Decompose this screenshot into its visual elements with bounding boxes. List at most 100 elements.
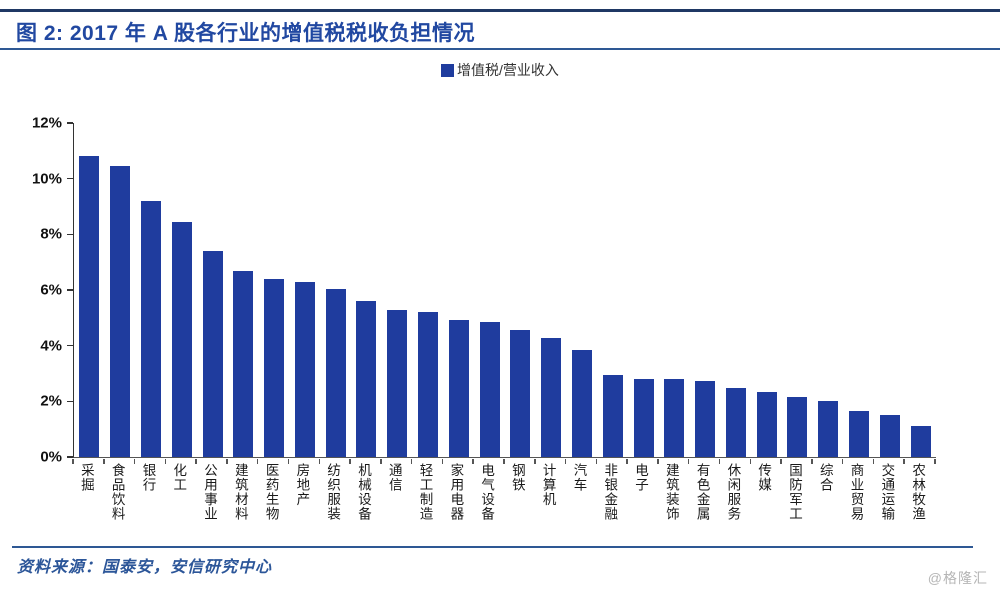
x-axis-tick — [318, 458, 321, 464]
x-axis-category-label: 建筑装饰 — [663, 463, 679, 521]
x-axis-tick — [841, 458, 844, 464]
bar-房地产 — [294, 281, 315, 457]
x-axis-category-label: 轻工制造 — [417, 463, 433, 521]
x-axis-tick — [287, 458, 290, 464]
x-axis-category-label: 建筑材料 — [232, 463, 248, 521]
x-axis-tick — [226, 458, 228, 464]
x-axis-tick — [718, 458, 721, 464]
legend-swatch-icon — [441, 63, 455, 77]
x-axis-category-label: 农林牧渔 — [910, 463, 926, 521]
legend-label: 增值税/营业收入 — [457, 62, 559, 78]
x-axis-tick — [133, 458, 136, 464]
y-axis-tick-label: 12% — [31, 114, 62, 132]
x-axis-category-label: 采掘 — [78, 463, 94, 492]
x-axis-tick — [687, 458, 690, 464]
chart-title: 图 2: 2017 年 A 股各行业的增值税税收负担情况 — [16, 22, 475, 45]
x-axis-category-label: 机械设备 — [355, 463, 371, 521]
bar-传媒 — [756, 391, 777, 457]
x-axis-category-label: 计算机 — [540, 463, 556, 507]
x-axis-category-label: 食品饮料 — [109, 463, 125, 521]
x-axis-tick — [472, 458, 474, 464]
bar-非银金融 — [602, 374, 623, 457]
bar-钢铁 — [510, 329, 531, 457]
bar-通信 — [387, 310, 408, 457]
y-axis-tick — [67, 122, 73, 124]
x-axis-tick — [657, 458, 659, 464]
x-axis-tick — [349, 458, 351, 464]
x-axis-category-label: 房地产 — [294, 463, 310, 507]
bar-综合 — [818, 401, 839, 457]
x-axis-tick — [749, 458, 752, 464]
x-axis-tick — [256, 458, 259, 464]
x-axis-tick — [534, 458, 536, 464]
bar-有色金属 — [695, 381, 716, 457]
bar-电气设备 — [479, 322, 500, 457]
y-axis-tick-label: 2% — [40, 392, 62, 410]
x-axis-tick — [72, 458, 74, 464]
x-axis-tick — [503, 458, 505, 464]
source-note: 资料来源：国泰安，安信研究中心 — [17, 559, 273, 576]
x-axis-category-label: 电气设备 — [479, 463, 495, 521]
x-axis-category-label: 化工 — [171, 463, 187, 492]
y-axis-tick-label: 0% — [40, 448, 62, 466]
x-axis-tick — [780, 458, 782, 464]
bar-农林牧渔 — [910, 426, 931, 457]
y-axis-tick-label: 8% — [40, 225, 62, 243]
watermark: @格隆汇 — [927, 570, 988, 586]
bar-计算机 — [541, 338, 562, 457]
x-axis-category-label: 通信 — [386, 463, 402, 492]
title-divider-rule — [0, 48, 1000, 50]
bar-国防军工 — [787, 396, 808, 457]
x-axis-tick — [380, 458, 382, 464]
x-axis-category-label: 国防军工 — [786, 463, 802, 521]
x-axis-category-label: 汽车 — [571, 463, 587, 492]
chart-legend: 增值税/营业收入 — [0, 60, 1000, 80]
y-axis-tick-label: 4% — [40, 337, 62, 355]
x-axis-tick — [872, 458, 875, 464]
x-axis-category-label: 交通运输 — [879, 463, 895, 521]
y-axis-tick-label: 6% — [40, 281, 62, 299]
x-axis-category-label: 休闲服务 — [725, 463, 741, 521]
bar-化工 — [171, 221, 192, 457]
x-axis-tick — [441, 458, 444, 464]
bar-轻工制造 — [418, 312, 439, 457]
x-axis-category-label: 综合 — [817, 463, 833, 492]
bar-银行 — [140, 200, 161, 457]
x-axis-tick — [903, 458, 905, 464]
y-axis-tick — [67, 289, 73, 291]
x-axis-tick — [195, 458, 197, 464]
x-axis-category-label: 公用事业 — [202, 463, 218, 521]
bar-机械设备 — [356, 301, 377, 457]
bar-电子 — [633, 378, 654, 457]
y-axis-tick — [67, 233, 73, 236]
x-axis-tick — [410, 458, 413, 464]
x-axis-category-label: 传媒 — [756, 463, 772, 492]
x-axis-category-label: 医药生物 — [263, 463, 279, 521]
x-axis-tick — [626, 458, 628, 464]
x-axis-category-label: 家用电器 — [448, 463, 464, 521]
bar-家用电器 — [448, 320, 469, 457]
x-axis-category-label: 钢铁 — [509, 463, 525, 492]
bar-建筑材料 — [233, 270, 254, 457]
bar-休闲服务 — [725, 388, 746, 457]
bar-交通运输 — [879, 414, 900, 457]
y-axis-tick — [67, 456, 73, 458]
plot-area — [73, 123, 936, 458]
footer-divider-rule — [12, 546, 973, 548]
bar-商业贸易 — [849, 411, 870, 457]
y-axis-tick — [67, 400, 73, 403]
x-axis-tick — [564, 458, 567, 464]
x-axis-tick — [934, 458, 936, 464]
x-axis-tick — [103, 458, 105, 464]
x-axis-category-label: 银行 — [140, 463, 156, 492]
x-axis-category-label: 电子 — [633, 463, 649, 492]
bar-公用事业 — [202, 251, 223, 457]
bar-纺织服装 — [325, 288, 346, 457]
x-axis-tick — [164, 458, 167, 464]
x-axis-category-label: 非银金融 — [602, 463, 618, 521]
x-axis-category-label: 商业贸易 — [848, 463, 864, 521]
y-axis-tick — [67, 344, 73, 347]
bar-食品饮料 — [110, 166, 131, 457]
x-axis-category-label: 有色金属 — [694, 463, 710, 521]
